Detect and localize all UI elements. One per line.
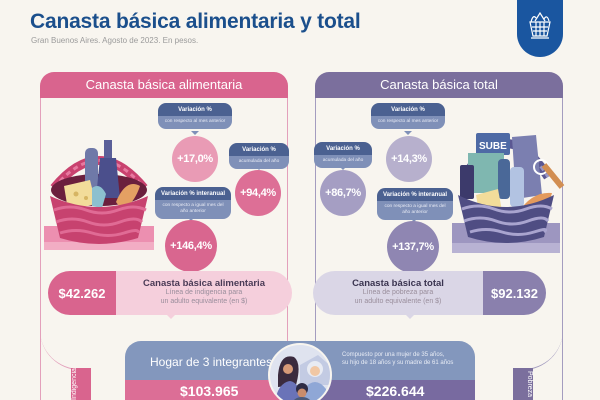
household-total-value: $226.644 (366, 383, 425, 399)
household-description: Compuesto por una mujer de 35 años, su h… (342, 352, 454, 367)
total-ytd-value: +86,7% (320, 170, 366, 216)
alimentaria-yoy-value: +146,4% (165, 220, 217, 272)
total-monthly-label: Variación % con respecto al mes anterior (371, 103, 445, 129)
household-total-band (320, 380, 475, 400)
pobreza-side-tab: Pobreza (513, 368, 533, 400)
logo-badge (517, 0, 563, 57)
total-section-header: Canasta básica total (315, 72, 563, 98)
alimentaria-section-header: Canasta básica alimentaria (40, 72, 288, 98)
alimentaria-yoy-label: Variación % interanual con respecto a ig… (155, 187, 231, 219)
household-alimentaria-band (125, 380, 280, 400)
svg-text:SUBE: SUBE (479, 141, 507, 152)
household-alimentaria-value: $103.965 (180, 383, 239, 399)
page-subtitle: Gran Buenos Aires. Agosto de 2023. En pe… (31, 36, 199, 45)
indigencia-side-tab: Indigencia (71, 368, 91, 400)
alimentaria-price: $42.262 (48, 271, 116, 315)
family-illustration (268, 343, 332, 400)
alimentaria-price-description: Canasta básica alimentaria Línea de indi… (116, 271, 292, 315)
total-frame (315, 90, 563, 400)
household-label: Hogar de 3 integrantes (150, 355, 273, 369)
total-yoy-value: +137,7% (387, 221, 439, 273)
basket-icon (529, 11, 551, 39)
food-basket-illustration (40, 138, 158, 258)
alimentaria-frame (40, 90, 288, 400)
alimentaria-monthly-value: +17,0% (172, 136, 218, 182)
total-monthly-value: +14,3% (386, 136, 432, 182)
alimentaria-ytd-label: Variación % acumulada del año (229, 143, 289, 169)
alimentaria-ytd-value: +94,4% (235, 170, 281, 216)
total-basket-illustration: SUBE (446, 115, 566, 260)
total-price-description: Canasta básica total Línea de pobreza pa… (313, 271, 483, 315)
page-title: Canasta básica alimentaria y total (30, 10, 361, 33)
alimentaria-monthly-label: Variación % con respecto al mes anterior (158, 103, 232, 129)
total-price: $92.132 (483, 271, 546, 315)
total-yoy-label: Variación % interanual con respecto a ig… (377, 188, 453, 220)
total-ytd-label: Variación % acumulada del año (314, 142, 372, 168)
